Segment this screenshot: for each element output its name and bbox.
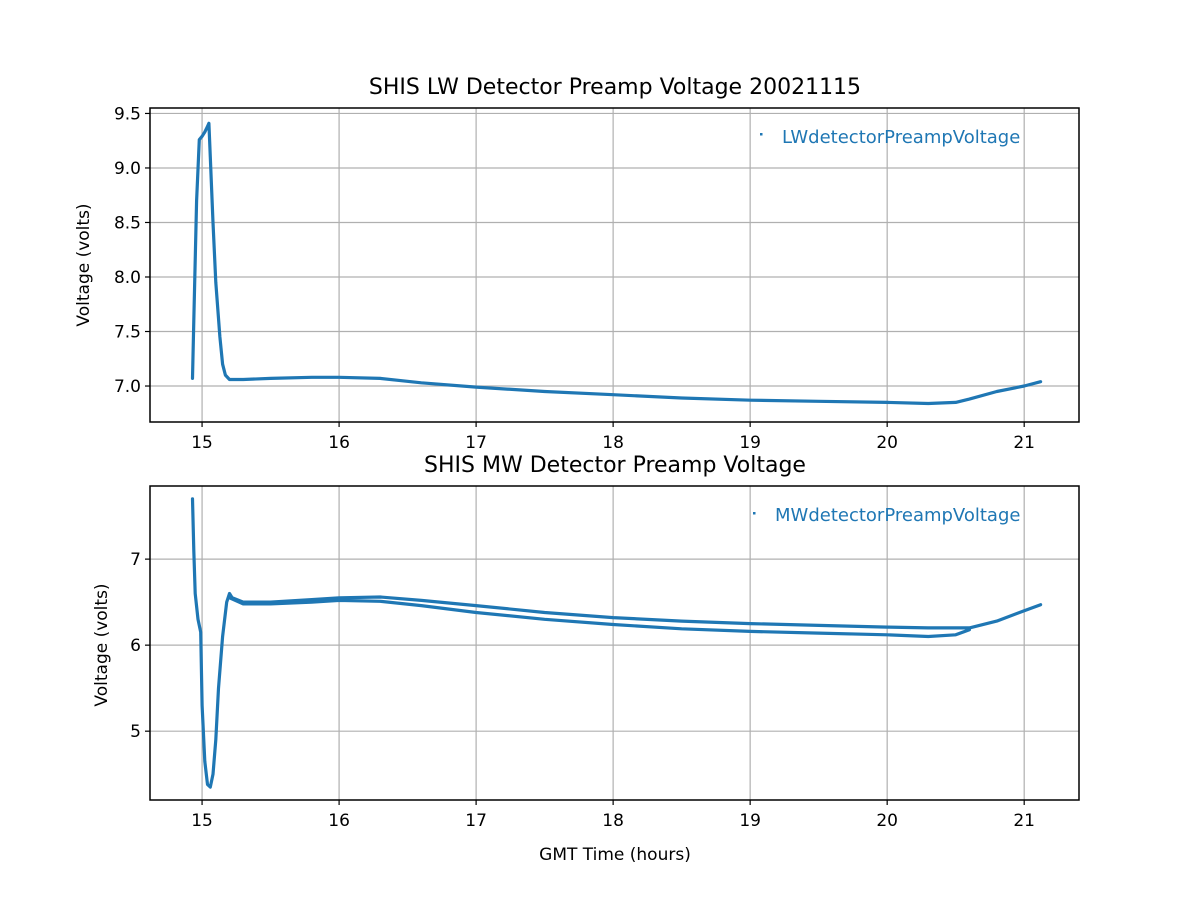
mw-x-tick-label: 21	[1013, 811, 1035, 831]
mw-plot-frame	[149, 485, 1080, 801]
lw-y-tick-label: 7.0	[114, 377, 141, 397]
mw-series-trace	[190, 497, 1043, 789]
lw-x-tick-label: 16	[328, 433, 350, 453]
lw-x-tick-label: 15	[191, 433, 213, 453]
lw-x-axis: 15 16 17 18 19 20 21	[191, 422, 1035, 453]
mw-voltage-panel: SHIS MW Detector Preamp Voltage 15 16 17 18…	[92, 453, 1080, 865]
mw-x-tick-label: 17	[465, 811, 487, 831]
mw-x-axis-label: GMT Time (hours)	[539, 845, 691, 865]
lw-legend: LWdetectorPreampVoltage	[760, 127, 1020, 148]
lw-y-tick-label: 7.5	[114, 323, 141, 343]
lw-series	[190, 121, 1043, 406]
lw-y-axis-label: Voltage (volts)	[74, 203, 94, 326]
lw-y-axis: 7.0 7.5 8.0 8.5 9.0 9.5	[114, 104, 150, 397]
mw-x-tick-label: 15	[191, 811, 213, 831]
mw-y-axis-label: Voltage (volts)	[92, 583, 112, 706]
mw-y-axis: 5 6 7	[130, 550, 150, 742]
lw-y-tick-label: 9.0	[114, 159, 141, 179]
mw-x-tick-label: 19	[739, 811, 761, 831]
mw-legend-label: MWdetectorPreampVoltage	[775, 505, 1020, 526]
mw-legend-marker	[753, 512, 756, 515]
mw-grid	[150, 486, 1079, 800]
lw-y-tick-label: 9.5	[114, 104, 141, 124]
lw-x-tick-label: 17	[465, 433, 487, 453]
lw-x-tick-label: 21	[1013, 433, 1035, 453]
lw-y-tick-label: 8.0	[114, 268, 141, 288]
lw-legend-marker	[760, 133, 763, 136]
mw-y-tick-label: 6	[130, 636, 141, 656]
lw-legend-label: LWdetectorPreampVoltage	[782, 127, 1020, 148]
mw-legend: MWdetectorPreampVoltage	[753, 505, 1020, 526]
lw-y-tick-label: 8.5	[114, 213, 141, 233]
mw-chart-title: SHIS MW Detector Preamp Voltage	[424, 453, 806, 478]
lw-series-trace	[190, 121, 1043, 406]
mw-y-tick-label: 5	[130, 722, 141, 742]
mw-y-tick-label: 7	[130, 550, 141, 570]
mw-x-tick-label: 18	[602, 811, 624, 831]
mw-series-trace	[227, 596, 972, 639]
mw-series	[190, 497, 1043, 789]
lw-grid	[150, 108, 1079, 422]
mw-x-tick-label: 20	[876, 811, 898, 831]
lw-x-tick-label: 18	[602, 433, 624, 453]
lw-plot-frame	[149, 107, 1080, 423]
lw-chart-title: SHIS LW Detector Preamp Voltage 20021115	[369, 75, 861, 100]
mw-x-axis: 15 16 17 18 19 20 21	[191, 800, 1035, 831]
lw-voltage-panel: SHIS LW Detector Preamp Voltage 20021115…	[74, 75, 1080, 453]
lw-x-tick-label: 19	[739, 433, 761, 453]
mw-x-tick-label: 16	[328, 811, 350, 831]
lw-x-tick-label: 20	[876, 433, 898, 453]
